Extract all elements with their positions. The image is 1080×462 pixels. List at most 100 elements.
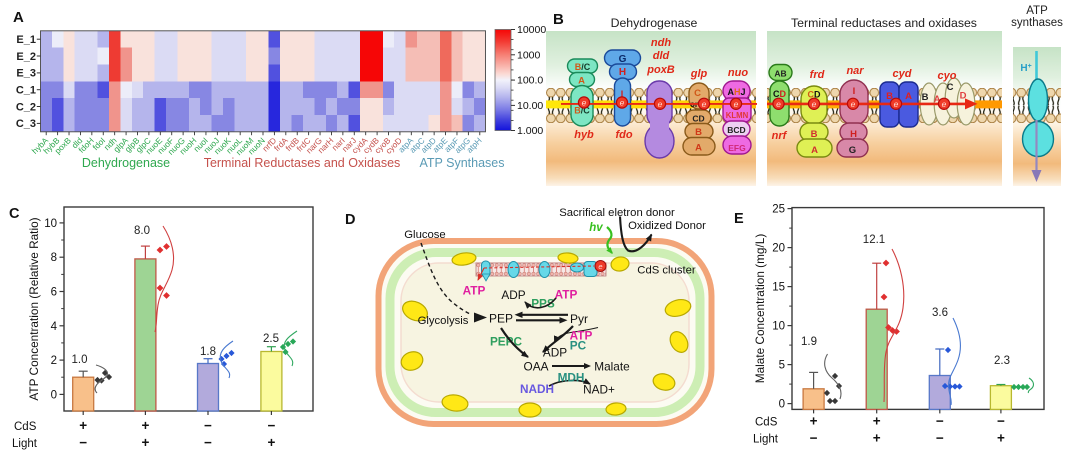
svg-text:nuo: nuo xyxy=(728,67,748,79)
svg-text:H+: H+ xyxy=(1020,63,1031,74)
svg-text:e: e xyxy=(702,99,707,109)
svg-text:hyb: hyb xyxy=(574,129,594,141)
svg-text:I: I xyxy=(621,89,624,99)
svg-text:B: B xyxy=(811,129,818,140)
svg-text:1000: 1000 xyxy=(517,49,541,61)
svg-text:8.0: 8.0 xyxy=(134,225,150,237)
svg-text:−: − xyxy=(936,431,944,446)
svg-text:3.6: 3.6 xyxy=(932,307,948,319)
svg-text:6: 6 xyxy=(51,287,57,299)
svg-text:−: − xyxy=(810,431,818,446)
svg-text:Malate: Malate xyxy=(594,360,630,374)
svg-text:CD: CD xyxy=(773,89,787,99)
svg-text:A: A xyxy=(934,94,941,105)
svg-text:e: e xyxy=(598,262,602,271)
svg-text:ATP Concentration (Relative Ra: ATP Concentration (Relative Ratio) xyxy=(27,217,41,400)
svg-text:E_1: E_1 xyxy=(16,34,36,46)
svg-text:G: G xyxy=(619,54,627,65)
svg-text:ndh: ndh xyxy=(651,37,671,49)
svg-text:ATP: ATP xyxy=(463,284,486,298)
svg-text:AHJ: AHJ xyxy=(727,87,745,97)
svg-text:B: B xyxy=(695,127,702,138)
svg-text:C: C xyxy=(9,206,20,222)
svg-text:1.9: 1.9 xyxy=(801,336,817,348)
svg-text:15: 15 xyxy=(772,282,785,294)
svg-text:100.0: 100.0 xyxy=(517,75,543,87)
svg-text:PC: PC xyxy=(570,339,587,353)
svg-text:A: A xyxy=(695,143,702,154)
svg-text:Pyr: Pyr xyxy=(570,312,588,326)
svg-text:A: A xyxy=(578,76,585,87)
svg-text:20: 20 xyxy=(772,243,785,255)
svg-text:synthases: synthases xyxy=(1011,17,1063,29)
svg-text:10: 10 xyxy=(44,218,57,230)
svg-text:Terminal reductases and oxidas: Terminal reductases and oxidases xyxy=(791,16,977,30)
svg-text:B: B xyxy=(886,91,893,102)
svg-text:1.8: 1.8 xyxy=(200,346,216,358)
svg-text:cyo: cyo xyxy=(938,70,957,82)
svg-text:PPS: PPS xyxy=(531,297,555,311)
svg-text:Light: Light xyxy=(12,438,38,450)
svg-text:Glucose: Glucose xyxy=(404,229,445,241)
svg-text:NAD+: NAD+ xyxy=(583,383,615,397)
svg-text:CdS: CdS xyxy=(14,421,37,433)
svg-text:dld: dld xyxy=(653,50,670,62)
svg-text:0: 0 xyxy=(779,399,785,411)
svg-text:CdS cluster: CdS cluster xyxy=(637,265,696,277)
svg-text:2: 2 xyxy=(51,355,57,367)
svg-text:12.1: 12.1 xyxy=(863,234,885,246)
svg-text:e: e xyxy=(776,99,781,109)
svg-text:+: + xyxy=(141,418,149,433)
svg-text:e: e xyxy=(812,99,817,109)
svg-text:KLMN: KLMN xyxy=(726,111,749,120)
svg-text:0: 0 xyxy=(51,389,57,401)
svg-text:−: − xyxy=(997,414,1005,429)
svg-text:E_2: E_2 xyxy=(16,51,36,63)
svg-text:Dehydrogenase: Dehydrogenase xyxy=(611,16,698,30)
svg-text:C_3: C_3 xyxy=(16,118,36,130)
svg-text:AB: AB xyxy=(774,69,786,79)
svg-text:G: G xyxy=(849,145,856,156)
svg-text:Light: Light xyxy=(753,434,779,446)
svg-text:ATP Synthases: ATP Synthases xyxy=(420,156,505,170)
svg-text:2.3: 2.3 xyxy=(994,355,1010,367)
svg-text:B: B xyxy=(553,11,564,28)
svg-text:10000: 10000 xyxy=(517,24,546,36)
svg-text:glp: glp xyxy=(690,68,708,80)
svg-text:C_2: C_2 xyxy=(16,101,36,113)
svg-text:I: I xyxy=(853,86,856,97)
svg-text:nrf: nrf xyxy=(772,130,788,142)
svg-text:C: C xyxy=(947,82,954,93)
svg-text:frd: frd xyxy=(810,69,825,81)
svg-text:e: e xyxy=(658,99,663,109)
svg-text:E_3: E_3 xyxy=(16,68,36,80)
svg-text:Malate Concentration (mg/L): Malate Concentration (mg/L) xyxy=(753,234,767,384)
svg-text:e: e xyxy=(942,99,947,109)
svg-text:D: D xyxy=(960,91,967,102)
svg-text:ATP: ATP xyxy=(1026,5,1048,17)
svg-text:e: e xyxy=(620,98,625,108)
svg-text:e: e xyxy=(851,99,856,109)
svg-text:−: − xyxy=(936,414,944,429)
svg-text:8: 8 xyxy=(51,252,57,264)
svg-text:Dehydrogenase: Dehydrogenase xyxy=(82,156,170,170)
svg-text:CdS: CdS xyxy=(755,417,778,429)
svg-text:e: e xyxy=(582,98,587,108)
svg-text:H: H xyxy=(850,129,857,140)
svg-text:ADP: ADP xyxy=(543,346,567,360)
svg-text:A: A xyxy=(905,91,912,102)
svg-text:OAA: OAA xyxy=(524,360,549,374)
svg-text:e: e xyxy=(894,99,899,109)
svg-text:MDH: MDH xyxy=(558,371,585,385)
svg-text:poxB: poxB xyxy=(646,64,675,76)
svg-text:+: + xyxy=(141,435,149,450)
svg-text:+: + xyxy=(810,414,818,429)
svg-text:Glycolysis: Glycolysis xyxy=(418,315,469,327)
svg-text:nar: nar xyxy=(846,65,864,77)
svg-text:+: + xyxy=(873,414,881,429)
svg-text:−: − xyxy=(79,435,87,450)
svg-text:B/C: B/C xyxy=(574,106,590,116)
svg-text:cyd: cyd xyxy=(893,68,912,80)
svg-text:C: C xyxy=(694,88,701,99)
svg-text:+: + xyxy=(997,431,1005,446)
